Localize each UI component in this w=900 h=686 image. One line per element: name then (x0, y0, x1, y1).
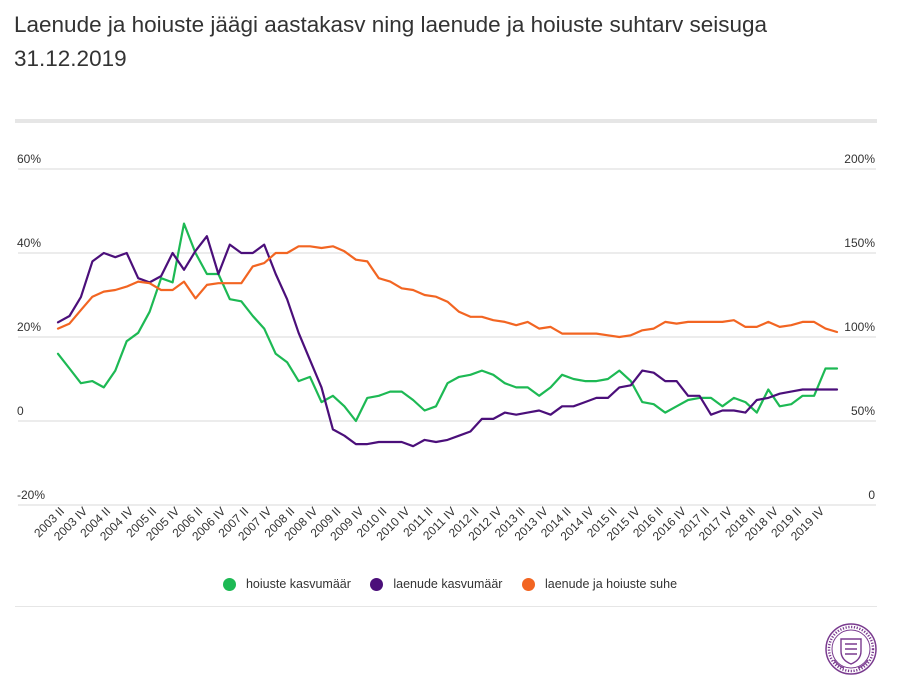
right-axis-tick-label: 200% (844, 152, 875, 166)
left-axis-tick-label: 20% (17, 320, 41, 334)
legend-label-deposits: hoiuste kasvumäär (245, 577, 351, 591)
left-axis-tick-label: 60% (17, 152, 41, 166)
legend-marker-loans (370, 577, 384, 591)
grid-lines (18, 168, 876, 506)
legend-label-loans: laenude kasvumäär (393, 577, 503, 591)
left-axis-tick-label: 0 (17, 404, 24, 418)
chart-title: Laenude ja hoiuste jäägi aastakasv ning … (14, 12, 768, 71)
line-chart: -20% 0 20% 40% 60% 0 50% 100% 150% 200% 2003 II2… (17, 152, 876, 543)
legend-item-loans[interactable]: laenude kasvumäär (370, 577, 502, 591)
right-axis-tick-label: 150% (844, 236, 875, 250)
right-axis-ticks: 0 50% 100% 150% 200% (844, 152, 875, 502)
series-lines (56, 222, 839, 448)
series-line-laenude-ja-hoiuste-suhe (56, 245, 839, 339)
title-divider (15, 119, 877, 123)
bank-seal-icon (825, 623, 877, 675)
series-line-hoiuste-kasvumäär (56, 222, 839, 423)
right-axis-tick-label: 50% (851, 404, 875, 418)
legend-marker-deposits (222, 577, 236, 591)
legend-marker-ratio (521, 577, 535, 591)
legend-item-deposits[interactable]: hoiuste kasvumäär (222, 577, 351, 591)
left-axis-tick-label: -20% (17, 488, 45, 502)
legend-item-ratio[interactable]: laenude ja hoiuste suhe (521, 577, 678, 591)
series-line-laenude-kasvumäär (56, 235, 839, 448)
right-axis-tick-label: 0 (868, 488, 875, 502)
legend-label-ratio: laenude ja hoiuste suhe (544, 577, 678, 591)
legend: hoiuste kasvumäär laenude kasvumäär laen… (0, 577, 900, 594)
right-axis-tick-label: 100% (844, 320, 875, 334)
bottom-divider (15, 606, 877, 607)
left-axis-tick-label: 40% (17, 236, 41, 250)
left-axis-ticks: -20% 0 20% 40% 60% (17, 152, 45, 502)
